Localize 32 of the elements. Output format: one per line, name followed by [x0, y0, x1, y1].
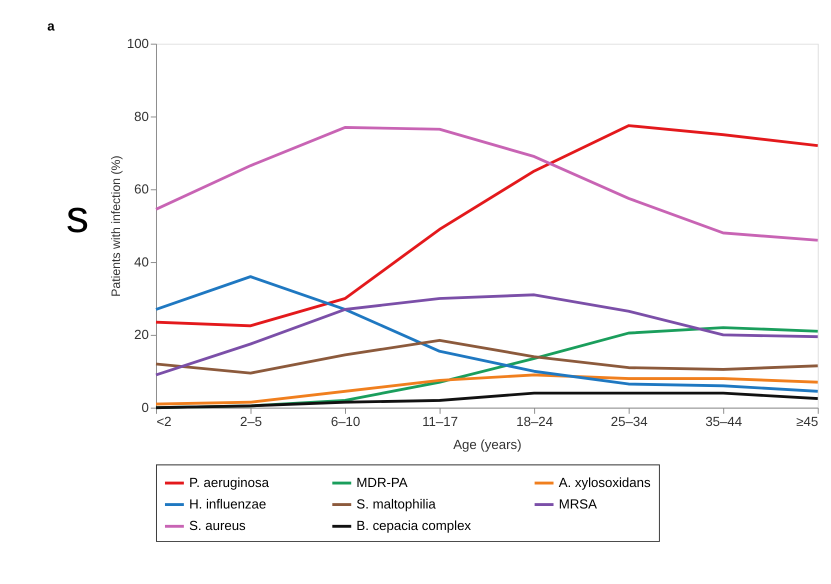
legend-label: P. aeruginosa: [189, 474, 270, 490]
y-tick-label: 80: [134, 108, 149, 124]
x-tick-label: 35–44: [705, 414, 742, 430]
text: a: [47, 18, 56, 34]
legend-label: A. xylosoxidans: [558, 474, 651, 490]
x-tick-label: 6–10: [330, 414, 360, 430]
legend-label: S. aureus: [189, 518, 246, 534]
legend-label: S. maltophilia: [356, 496, 436, 512]
line-series: [154, 293, 820, 376]
legend-label: MRSA: [558, 496, 598, 512]
line-series: [154, 338, 820, 375]
line-series: [154, 124, 820, 328]
y-tick-label: 40: [134, 254, 149, 270]
legend-label: B. cepacia complex: [356, 518, 472, 534]
x-tick-label: 2–5: [240, 414, 262, 430]
line-series: [154, 275, 820, 393]
y-tick-label: 60: [134, 182, 149, 197]
x-tick-label: ≥45: [796, 414, 818, 430]
y-tick-label: 20: [134, 327, 149, 342]
legend-label: MDR-PA: [356, 474, 408, 490]
legend-label: H. influenzae: [189, 496, 266, 512]
x-tick-label: <2: [156, 414, 172, 430]
text: s: [66, 190, 89, 242]
y-tick-label: 0: [142, 400, 149, 415]
line-series: [154, 374, 820, 406]
x-tick-label: 11–17: [422, 414, 458, 430]
y-axis-title: Patients with infection (%): [109, 156, 124, 297]
x-tick-label: 18–24: [516, 414, 553, 430]
x-axis-title: Age (years): [453, 436, 522, 452]
x-tick-label: 25–34: [610, 414, 648, 430]
y-tick-label: 100: [126, 36, 149, 51]
line-series: [154, 126, 820, 242]
